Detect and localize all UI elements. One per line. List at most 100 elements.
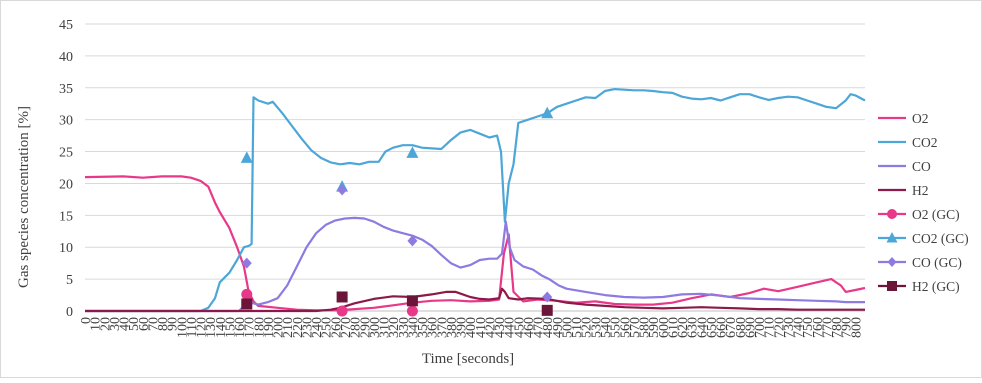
- data-point-co-gc: [542, 291, 553, 303]
- x-tick-label: 280: [349, 317, 364, 338]
- x-tick-label: 210: [281, 317, 296, 338]
- x-tick-label: 510: [570, 317, 585, 338]
- y-tick-label: 30: [59, 114, 73, 129]
- x-tick-label: 200: [272, 317, 287, 338]
- series-line-co2: [85, 88, 866, 313]
- x-tick-label: 260: [329, 317, 344, 338]
- legend-label: O2 (GC): [912, 207, 960, 222]
- legend: O2 CO2 CO H2 O2 (GC) CO2 (GC) CO (GC) H2 (GC): [878, 111, 969, 294]
- legend-item: CO2: [878, 135, 938, 150]
- x-tick-label: 170: [243, 317, 258, 338]
- x-tick-label: 340: [406, 317, 421, 338]
- series-o2-gc: [241, 288, 418, 317]
- legend-marker: [886, 232, 898, 243]
- x-tick-label: 350: [416, 317, 431, 338]
- data-point-o2-gc: [336, 305, 348, 317]
- legend-item: H2: [878, 183, 929, 198]
- x-tick-label: 610: [666, 317, 681, 338]
- x-tick-label: 120: [195, 317, 210, 338]
- legend-item: O2: [878, 111, 929, 126]
- data-point-co-gc: [241, 257, 252, 269]
- x-tick-label: 30: [108, 317, 123, 331]
- y-tick-label: 0: [66, 305, 73, 320]
- x-tick-label: 560: [618, 317, 633, 338]
- series-co2: [85, 88, 866, 313]
- legend-marker: [887, 281, 897, 291]
- x-tick-label: 430: [493, 317, 508, 338]
- y-tick-label: 35: [59, 82, 73, 97]
- x-tick-label: 70: [146, 317, 161, 331]
- legend-label: H2: [912, 183, 929, 198]
- axes: 0510152025303540450102030405060708090100…: [59, 18, 865, 338]
- x-tick-label: 290: [358, 317, 373, 338]
- y-axis-title: Gas species concentration [%]: [16, 106, 32, 288]
- x-tick-label: 800: [849, 317, 864, 338]
- data-point-co2-gc: [240, 151, 253, 163]
- x-tick-label: 440: [503, 317, 518, 338]
- series-co-gc: [241, 184, 553, 303]
- x-tick-label: 240: [310, 317, 325, 338]
- y-tick-label: 45: [59, 18, 73, 33]
- x-tick-label: 740: [792, 317, 807, 338]
- data-point-h2-gc: [406, 295, 418, 307]
- x-tick-label: 250: [320, 317, 335, 338]
- series-line-h2: [85, 287, 865, 313]
- data-point-co2-gc: [541, 106, 554, 119]
- x-tick-label: 80: [156, 317, 171, 331]
- legend-item: CO (GC): [878, 255, 962, 270]
- x-tick-label: 220: [291, 317, 306, 338]
- x-tick-label: 670: [724, 317, 739, 338]
- legend-label: CO2 (GC): [912, 231, 969, 246]
- x-tick-label: 230: [300, 317, 315, 338]
- x-tick-label: 760: [811, 317, 826, 338]
- series-co: [85, 216, 865, 313]
- x-axis-title: Time [seconds]: [422, 351, 514, 367]
- x-tick-label: 0: [79, 317, 94, 324]
- x-tick-label: 790: [840, 317, 855, 338]
- x-tick-label: 680: [734, 317, 749, 338]
- x-tick-label: 780: [830, 317, 845, 338]
- x-tick-label: 270: [339, 317, 354, 338]
- legend-item: O2 (GC): [878, 207, 960, 222]
- x-tick-label: 180: [252, 317, 267, 338]
- x-tick-label: 580: [638, 317, 653, 338]
- data-point-o2-gc: [241, 288, 253, 300]
- x-tick-label: 300: [368, 317, 383, 338]
- series-line-o2: [84, 175, 866, 312]
- x-tick-label: 490: [551, 317, 566, 338]
- y-tick-label: 15: [59, 209, 73, 224]
- x-tick-label: 390: [455, 317, 470, 338]
- x-tick-label: 550: [609, 317, 624, 338]
- legend-marker: [887, 209, 897, 219]
- x-tick-label: 630: [686, 317, 701, 338]
- x-tick-label: 750: [801, 317, 816, 338]
- plot-series: [84, 88, 866, 317]
- data-point-h2-gc: [241, 298, 253, 310]
- x-tick-label: 130: [204, 317, 219, 338]
- legend-item: H2 (GC): [878, 279, 960, 294]
- x-tick-label: 310: [378, 317, 393, 338]
- y-tick-label: 40: [59, 50, 73, 65]
- x-tick-label: 570: [628, 317, 643, 338]
- legend-label: O2: [912, 111, 929, 126]
- x-tick-label: 40: [118, 317, 133, 331]
- x-tick-label: 640: [695, 317, 710, 338]
- x-tick-label: 710: [763, 317, 778, 338]
- legend-label: H2 (GC): [912, 279, 960, 294]
- data-point-co-gc: [337, 184, 348, 196]
- x-tick-label: 690: [743, 317, 758, 338]
- x-tick-label: 160: [233, 317, 248, 338]
- x-tick-label: 110: [185, 317, 200, 337]
- series-h2-gc: [241, 291, 553, 316]
- x-tick-label: 400: [464, 317, 479, 338]
- x-tick-label: 530: [589, 317, 604, 338]
- x-tick-label: 500: [560, 317, 575, 338]
- y-tick-label: 5: [66, 273, 73, 288]
- series-line-co: [85, 216, 865, 313]
- x-tick-label: 60: [137, 317, 152, 331]
- x-tick-label: 320: [387, 317, 402, 338]
- x-tick-label: 540: [599, 317, 614, 338]
- x-tick-label: 480: [541, 317, 556, 338]
